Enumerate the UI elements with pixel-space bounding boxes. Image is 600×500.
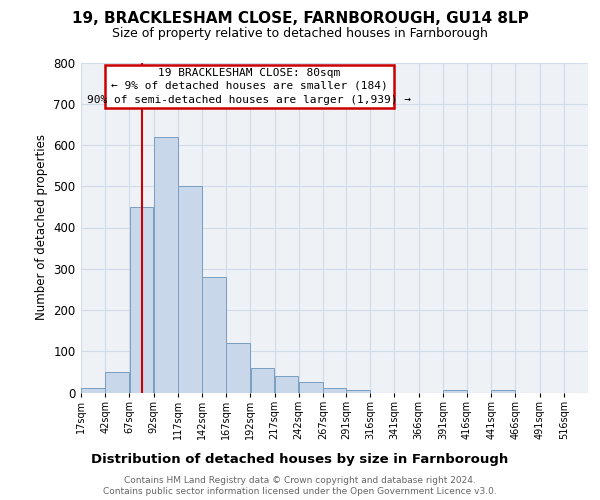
Bar: [154, 136, 178, 392]
Bar: [106, 372, 129, 392]
Text: 19, BRACKLESHAM CLOSE, FARNBOROUGH, GU14 8LP: 19, BRACKLESHAM CLOSE, FARNBOROUGH, GU14…: [71, 11, 529, 26]
Bar: [226, 343, 250, 392]
Bar: [130, 207, 154, 392]
Text: ← 9% of detached houses are smaller (184): ← 9% of detached houses are smaller (184…: [111, 81, 388, 91]
Bar: [202, 277, 226, 392]
Bar: [346, 390, 370, 392]
Bar: [443, 390, 467, 392]
Bar: [178, 186, 202, 392]
Y-axis label: Number of detached properties: Number of detached properties: [35, 134, 47, 320]
Bar: [251, 368, 274, 392]
Bar: [491, 390, 515, 392]
Bar: [323, 388, 346, 392]
Text: 90% of semi-detached houses are larger (1,939) →: 90% of semi-detached houses are larger (…: [88, 95, 412, 105]
Text: Size of property relative to detached houses in Farnborough: Size of property relative to detached ho…: [112, 28, 488, 40]
Bar: [275, 376, 298, 392]
Bar: [81, 388, 105, 392]
Text: Distribution of detached houses by size in Farnborough: Distribution of detached houses by size …: [91, 452, 509, 466]
Bar: [299, 382, 323, 392]
Text: Contains HM Land Registry data © Crown copyright and database right 2024.: Contains HM Land Registry data © Crown c…: [124, 476, 476, 485]
Text: 19 BRACKLESHAM CLOSE: 80sqm: 19 BRACKLESHAM CLOSE: 80sqm: [158, 68, 340, 78]
FancyBboxPatch shape: [105, 66, 394, 108]
Text: Contains public sector information licensed under the Open Government Licence v3: Contains public sector information licen…: [103, 487, 497, 496]
